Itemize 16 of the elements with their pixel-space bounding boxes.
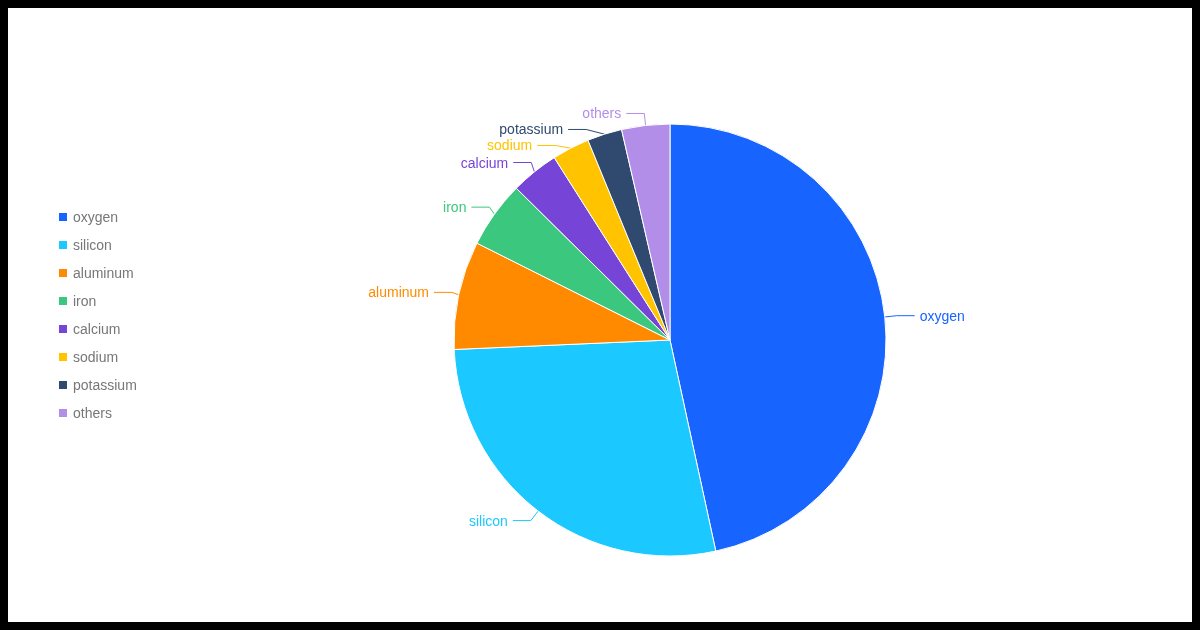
slice-label: calcium	[460, 154, 509, 171]
legend-label: calcium	[73, 321, 121, 337]
legend-label: aluminum	[73, 265, 134, 281]
legend-label: silicon	[73, 237, 112, 253]
slice-label: others	[582, 105, 622, 122]
legend-label: iron	[73, 293, 97, 309]
legend-label: sodium	[73, 349, 119, 365]
legend-label: oxygen	[73, 209, 119, 225]
slice-label: silicon	[468, 512, 508, 529]
slice-label: aluminum	[368, 284, 429, 301]
slice-label: iron	[443, 199, 467, 216]
legend-label: potassium	[73, 377, 137, 393]
legend-label: others	[73, 405, 112, 421]
slice-label: sodium	[487, 137, 533, 154]
slice-label: potassium	[499, 121, 564, 138]
slice-label: oxygen	[919, 307, 965, 324]
